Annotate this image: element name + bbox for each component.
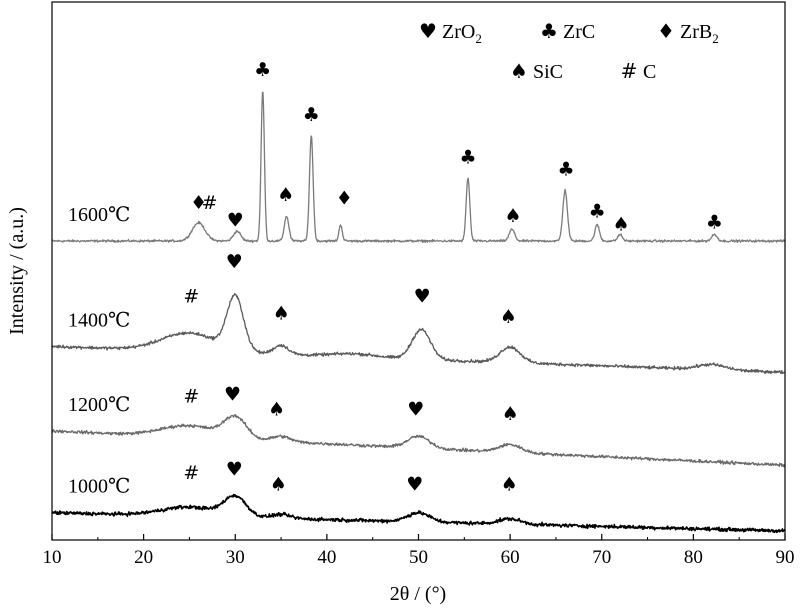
legend-spade-icon: ♠ bbox=[510, 59, 528, 83]
peak-marker-club-icon: ♣ bbox=[557, 159, 574, 181]
peak-marker-heart-icon: ♥ bbox=[226, 458, 243, 480]
peak-marker-layer: ♦#♥♣♠♣♦♣♠♣♣♠ ♣#♥♠♥♠# ♥♠ ♥ ♠# ♥♠ ♥ ♠ bbox=[183, 59, 723, 495]
peak-marker-heart-icon: ♥ bbox=[227, 209, 244, 231]
legend-label-zrb2: ZrB2 bbox=[680, 21, 719, 46]
legend-diamond-icon: ♦ bbox=[657, 19, 675, 43]
legend-hash-icon: # bbox=[621, 59, 638, 83]
peak-marker-heart-icon: ♥ bbox=[406, 473, 423, 495]
peak-marker-spade-icon: ♠ bbox=[500, 306, 517, 328]
peak-marker-club-icon: ♣ bbox=[706, 211, 723, 233]
peak-marker-club-icon: ♣ bbox=[303, 104, 320, 126]
series-label-1600c: 1600℃ bbox=[68, 204, 130, 226]
series-line-1400c bbox=[51, 292, 786, 375]
peak-marker-club-icon: ♣ bbox=[459, 146, 476, 168]
temperature-label-layer: 1600℃ 1400℃ 1200℃ 1000℃ bbox=[68, 204, 130, 498]
x-tick-label: 30 bbox=[226, 547, 245, 568]
series-line-1200c bbox=[51, 414, 786, 468]
peak-marker-spade-icon: ♠ bbox=[273, 302, 290, 324]
x-axis-ticks: 10 20 30 40 50 60 70 80 90 bbox=[43, 534, 795, 568]
peak-marker-diamond-icon: ♦ bbox=[190, 192, 207, 214]
x-tick-label: 80 bbox=[684, 547, 703, 568]
legend-label-sic: SiC bbox=[533, 61, 563, 83]
series-label-1000c: 1000℃ bbox=[68, 476, 130, 498]
peak-marker-hash-icon: # bbox=[183, 462, 199, 484]
legend-heart-icon: ♥ bbox=[419, 19, 437, 43]
peak-marker-spade-icon: ♠ bbox=[501, 473, 518, 495]
legend-club-icon: ♣ bbox=[540, 19, 558, 43]
x-tick-label: 10 bbox=[43, 547, 62, 568]
peak-marker-hash-icon: # bbox=[202, 192, 218, 214]
peak-marker-club-icon: ♣ bbox=[589, 200, 606, 222]
series-label-1200c: 1200℃ bbox=[68, 394, 130, 416]
series-line-1600c bbox=[51, 91, 786, 244]
x-tick-label: 40 bbox=[317, 547, 336, 568]
peak-marker-heart-icon: ♥ bbox=[224, 384, 241, 406]
x-axis-title: 2θ / (°) bbox=[390, 583, 446, 605]
legend-label-zro2: ZrO2 bbox=[442, 21, 482, 46]
legend-label-zrc: ZrC bbox=[563, 21, 595, 43]
peak-marker-heart-icon: ♥ bbox=[226, 251, 243, 273]
peak-marker-spade-icon: ♠ bbox=[612, 213, 629, 235]
peak-marker-diamond-icon: ♦ bbox=[336, 187, 353, 209]
series-layer bbox=[51, 91, 786, 534]
peak-marker-spade-icon: ♠ bbox=[502, 403, 519, 425]
peak-marker-spade-icon: ♠ bbox=[504, 205, 521, 227]
x-tick-label: 60 bbox=[501, 547, 520, 568]
x-tick-label: 50 bbox=[409, 547, 428, 568]
peak-marker-spade-icon: ♠ bbox=[277, 184, 294, 206]
series-label-1400c: 1400℃ bbox=[68, 309, 130, 331]
peak-marker-spade-icon: ♠ bbox=[268, 399, 285, 421]
peak-marker-spade-icon: ♠ bbox=[270, 473, 287, 495]
x-tick-label: 20 bbox=[134, 547, 153, 568]
legend-label-c: C bbox=[643, 61, 656, 83]
x-tick-label: 70 bbox=[592, 547, 611, 568]
peak-marker-hash-icon: # bbox=[183, 285, 199, 307]
peak-marker-club-icon: ♣ bbox=[254, 59, 271, 81]
x-tick-label: 90 bbox=[776, 547, 795, 568]
peak-marker-hash-icon: # bbox=[183, 386, 199, 408]
peak-marker-heart-icon: ♥ bbox=[414, 285, 431, 307]
y-axis-title: Intensity / (a.u.) bbox=[6, 207, 28, 335]
series-line-1000c bbox=[51, 493, 786, 534]
legend: ♥ ZrO2 ♣ ZrC ♦ ZrB2 ♠ SiC # C bbox=[419, 19, 719, 83]
peak-marker-heart-icon: ♥ bbox=[407, 399, 424, 421]
